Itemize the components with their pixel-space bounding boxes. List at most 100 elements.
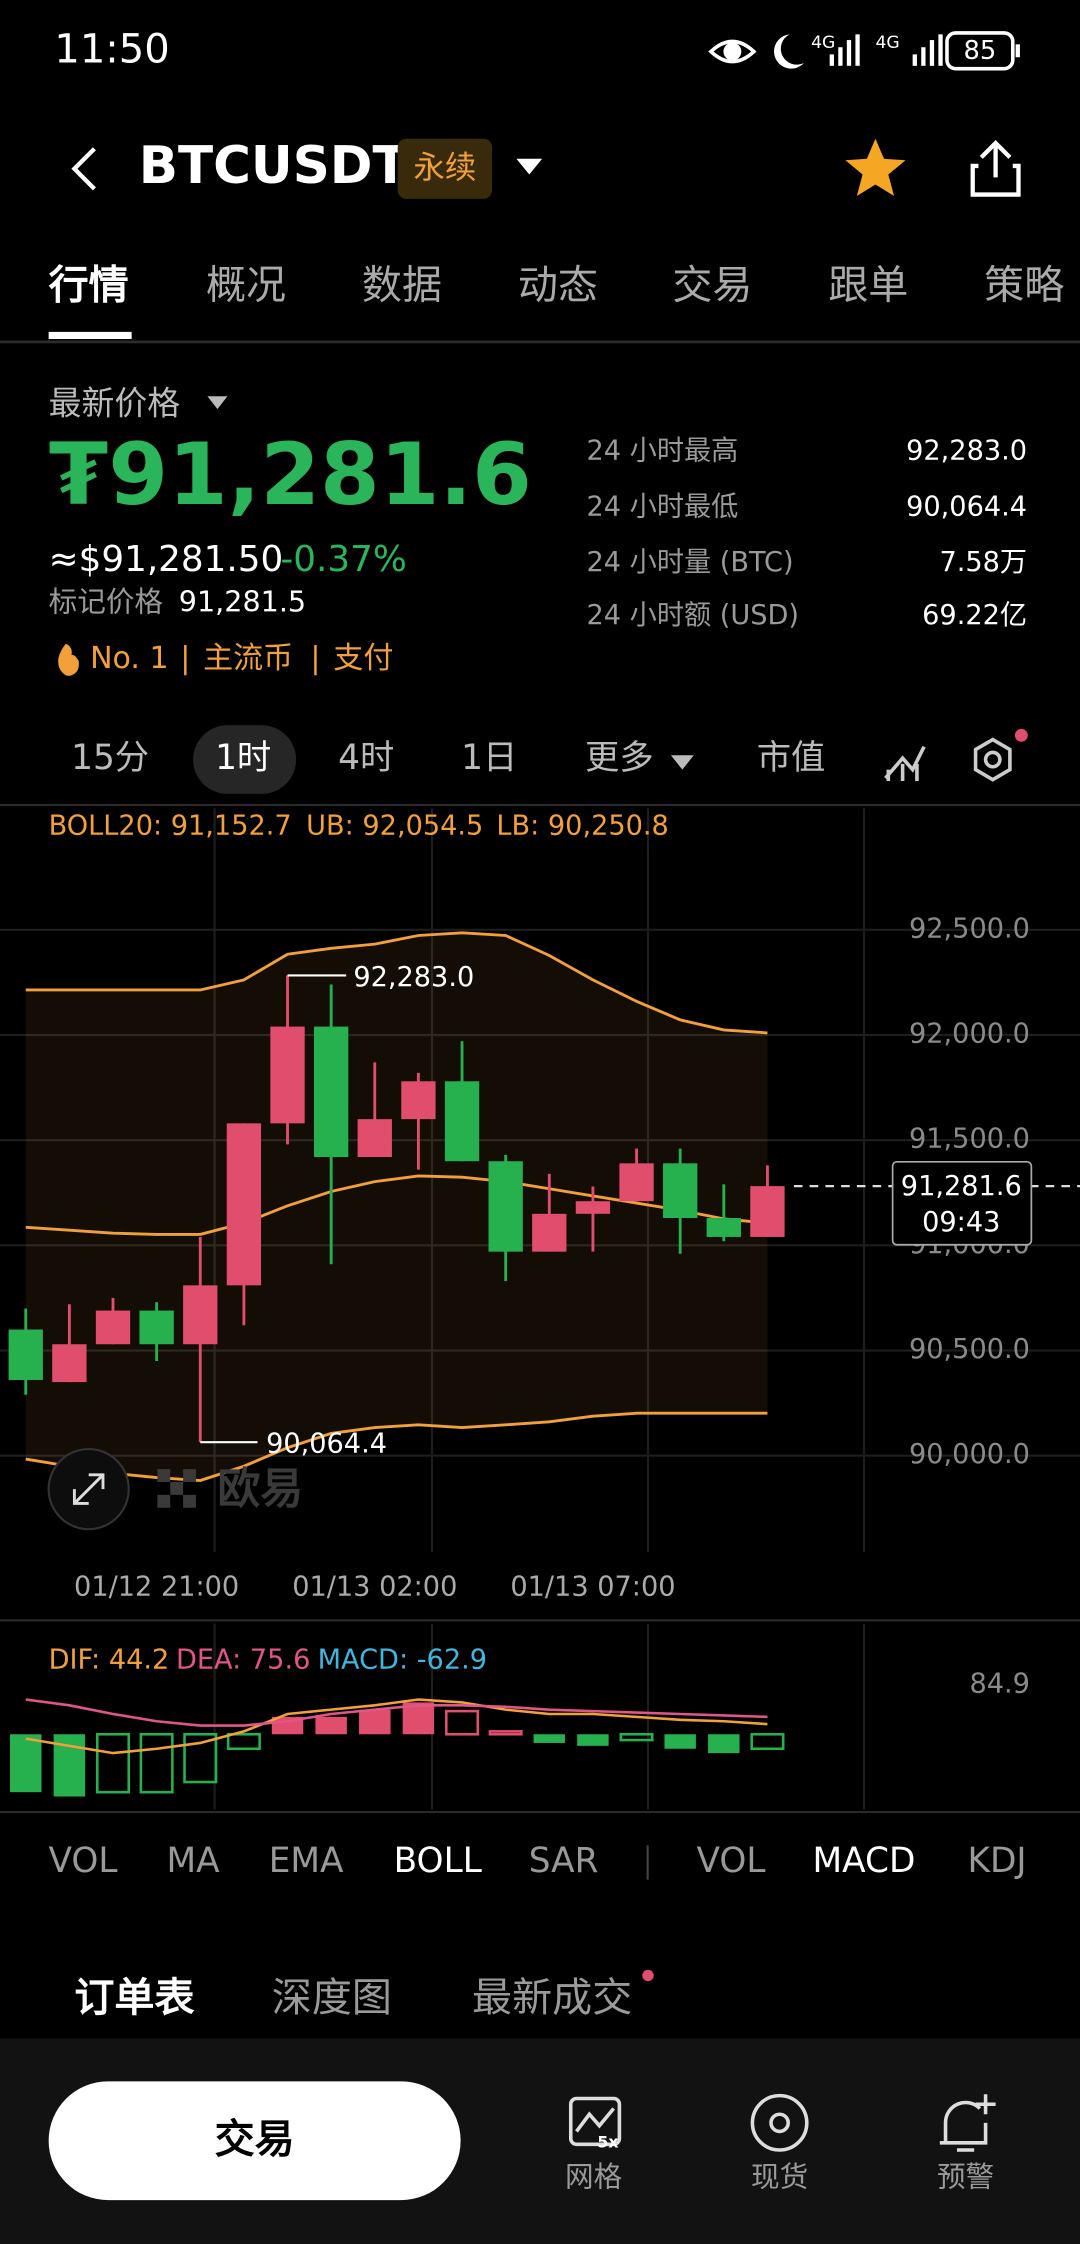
- tab[interactable]: 跟单: [828, 263, 908, 309]
- interval-selected-bg: [193, 725, 297, 794]
- indicator[interactable]: MA: [167, 1841, 221, 1881]
- tab[interactable]: 行情: [49, 263, 129, 309]
- candle-body: [357, 1119, 392, 1158]
- candle-body: [444, 1081, 480, 1162]
- favorite-star[interactable]: [845, 138, 906, 196]
- candle-body: [401, 1081, 436, 1120]
- candle-body: [52, 1344, 87, 1383]
- depth-tab[interactable]: 深度图: [272, 1975, 392, 2021]
- interval[interactable]: 市值: [757, 738, 826, 778]
- indicator-bar: VOL MA EMA BOLL SAR VOL MACD KDJ: [48, 1841, 1026, 1881]
- symbol[interactable]: BTCUSDT: [139, 136, 408, 196]
- stat-value: 69.22亿: [922, 600, 1027, 631]
- candle-body: [8, 1329, 43, 1380]
- x-tick-label: 01/13 07:00: [510, 1571, 675, 1602]
- candle-body: [706, 1218, 741, 1237]
- macd-bar: [445, 1709, 480, 1736]
- net-4g: 4G: [811, 33, 835, 53]
- trade-button-label[interactable]: 交易: [215, 2116, 295, 2162]
- tab[interactable]: 交易: [672, 263, 752, 309]
- share-button[interactable]: [970, 140, 1021, 197]
- candle-body: [139, 1310, 174, 1345]
- macd-dea: [25, 1698, 768, 1727]
- interval[interactable]: 1日: [461, 738, 517, 778]
- macd-legend: DIF: 44.2: [49, 1644, 170, 1675]
- price-dropdown[interactable]: [207, 396, 228, 410]
- tab[interactable]: 概况: [206, 263, 286, 309]
- indicator[interactable]: MACD: [813, 1841, 916, 1881]
- nav-item[interactable]: 网格: [565, 2160, 622, 2194]
- watermark: 欧易: [217, 1464, 303, 1514]
- trades-tab[interactable]: 最新成交: [472, 1975, 632, 2021]
- boll-legend: LB: 90,250.8: [496, 810, 668, 841]
- expand-button[interactable]: [47, 1448, 130, 1531]
- indicator[interactable]: EMA: [269, 1841, 344, 1881]
- macd-bar: [139, 1732, 174, 1794]
- macd-bar: [577, 1734, 609, 1746]
- trade-button[interactable]: [48, 2081, 461, 2201]
- chart-type-button[interactable]: [884, 745, 926, 782]
- kline-chart: 92,500.092,000.091,500.091,000.090,500.0…: [0, 808, 1080, 1602]
- tag[interactable]: No. 1: [90, 641, 168, 676]
- stat-value: 92,283.0: [906, 436, 1027, 467]
- y-tick-label: 92,000.0: [909, 1018, 1030, 1049]
- high-label: 92,283.0: [353, 962, 474, 993]
- indicator[interactable]: VOL: [48, 1841, 117, 1881]
- divider: [0, 340, 1080, 344]
- indicator[interactable]: BOLL: [394, 1841, 482, 1881]
- macd-legend: MACD: -62.9: [318, 1644, 487, 1675]
- nav-item[interactable]: 预警: [937, 2160, 994, 2194]
- macd-bar: [315, 1716, 347, 1735]
- price-label: 最新价格: [49, 383, 181, 422]
- symbol-dropdown[interactable]: [516, 158, 543, 175]
- status-icons: [708, 31, 1020, 71]
- candle-body: [95, 1310, 131, 1345]
- tag[interactable]: 主流币: [203, 641, 293, 676]
- last-price-box: [891, 1160, 1033, 1246]
- candle-body: [663, 1163, 698, 1219]
- notification-dot: [1014, 728, 1028, 742]
- boll-middle: [25, 1174, 768, 1236]
- stat-label: 24 小时最高: [586, 436, 738, 467]
- y-tick-label: 90,000.0: [909, 1439, 1030, 1470]
- grid-badge: 5x: [597, 2132, 618, 2151]
- candle-body: [488, 1161, 523, 1252]
- macd-bar: [226, 1732, 261, 1751]
- indicator[interactable]: VOL: [696, 1841, 765, 1881]
- badge-bg: [397, 138, 493, 199]
- more-dropdown[interactable]: [670, 755, 694, 770]
- candle-body: [750, 1186, 785, 1237]
- boll-legend: UB: 92,054.5: [306, 810, 483, 841]
- y-tick-label: 90,500.0: [909, 1334, 1030, 1365]
- battery-level: 85: [963, 36, 996, 66]
- macd-dif: [25, 1698, 768, 1755]
- stat-value: 7.58万: [939, 547, 1027, 578]
- stat-label: 24 小时最低: [586, 491, 738, 522]
- macd-chart: 84.9 DIF: 44.2 DEA: 75.6 MACD: -62.9: [10, 1623, 1030, 1810]
- back-button[interactable]: [71, 147, 96, 191]
- macd-bar: [95, 1732, 131, 1794]
- tab[interactable]: 动态: [518, 263, 598, 309]
- countdown: 09:43: [922, 1207, 1000, 1238]
- macd-bar: [402, 1702, 435, 1735]
- divider: [0, 803, 1080, 807]
- tab-underline: [48, 331, 132, 340]
- tab[interactable]: 数据: [362, 263, 442, 309]
- interval[interactable]: 更多: [585, 738, 654, 778]
- tag[interactable]: 支付: [333, 641, 393, 676]
- candle-body: [226, 1123, 262, 1286]
- indicator[interactable]: SAR: [529, 1841, 599, 1881]
- settings-button[interactable]: [973, 737, 1012, 782]
- tab[interactable]: 策略: [984, 263, 1064, 309]
- nav-icons: [568, 2093, 996, 2152]
- interval[interactable]: 15分: [71, 738, 149, 778]
- indicator[interactable]: KDJ: [967, 1841, 1026, 1881]
- macd-bar: [708, 1734, 740, 1754]
- interval[interactable]: 1时: [215, 738, 271, 778]
- nav-item[interactable]: 现货: [751, 2160, 808, 2194]
- flame-icon: [58, 643, 79, 676]
- order-book-tab[interactable]: 订单表: [74, 1975, 194, 2021]
- interval[interactable]: 4时: [338, 738, 394, 778]
- tab-bar: 行情 概况 数据 动态 交易 跟单 策略: [49, 263, 1065, 309]
